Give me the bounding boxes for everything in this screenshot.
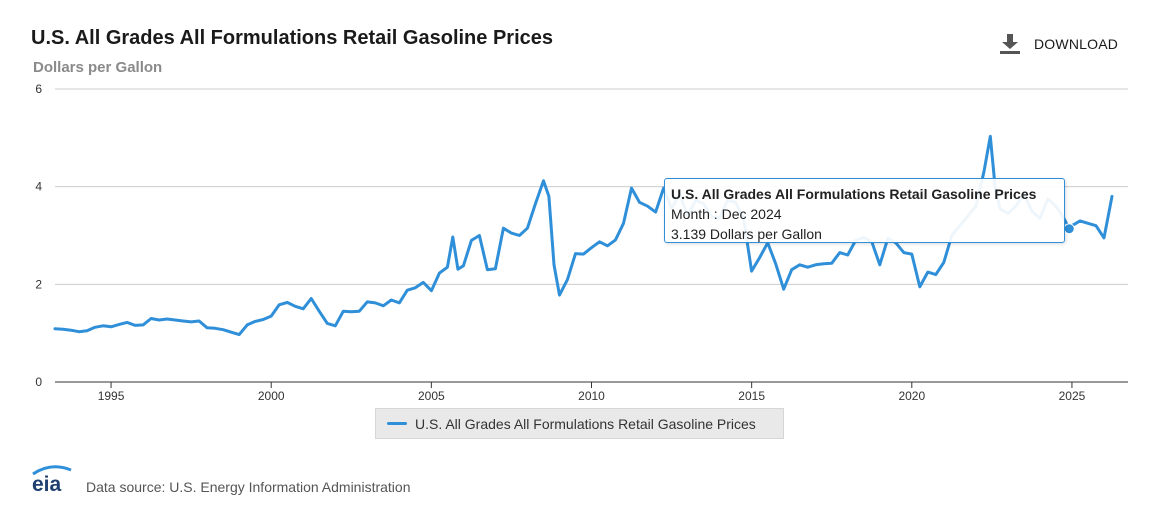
tooltip-month: Month : Dec 2024 <box>671 206 782 222</box>
svg-text:eia: eia <box>32 473 62 494</box>
download-button[interactable]: DOWNLOAD <box>1000 32 1118 56</box>
download-icon <box>1000 34 1020 54</box>
chart-title: U.S. All Grades All Formulations Retail … <box>31 27 554 49</box>
x-tick-label-2005: 2005 <box>418 389 445 403</box>
y-tick-label-4: 4 <box>35 180 42 194</box>
download-label: DOWNLOAD <box>1034 36 1119 52</box>
y-axis-unit-label: Dollars per Gallon <box>33 59 163 76</box>
y-tick-label-0: 0 <box>35 375 42 389</box>
x-tick-label-1995: 1995 <box>98 389 125 403</box>
series-line-0 <box>53 134 1114 337</box>
eia-logo: eia <box>32 465 72 494</box>
y-tick-label-2: 2 <box>35 277 42 291</box>
tooltip-value: 3.139 Dollars per Gallon <box>671 226 822 242</box>
tooltip-title: U.S. All Grades All Formulations Retail … <box>671 186 1037 202</box>
x-tick-label-2015: 2015 <box>738 389 765 403</box>
x-tick-label-2000: 2000 <box>258 389 285 403</box>
legend-swatch <box>387 422 407 425</box>
x-tick-label-2010: 2010 <box>578 389 605 403</box>
data-source: Data source: U.S. Energy Information Adm… <box>86 479 411 495</box>
y-tick-label-6: 6 <box>35 82 42 96</box>
x-tick-label-2020: 2020 <box>898 389 925 403</box>
legend-item[interactable]: U.S. All Grades All Formulations Retail … <box>375 408 784 439</box>
legend-label: U.S. All Grades All Formulations Retail … <box>415 415 756 432</box>
chart-tooltip: U.S. All Grades All Formulations Retail … <box>664 178 1065 243</box>
hover-point-marker <box>1063 223 1075 235</box>
x-tick-label-2025: 2025 <box>1059 389 1086 403</box>
